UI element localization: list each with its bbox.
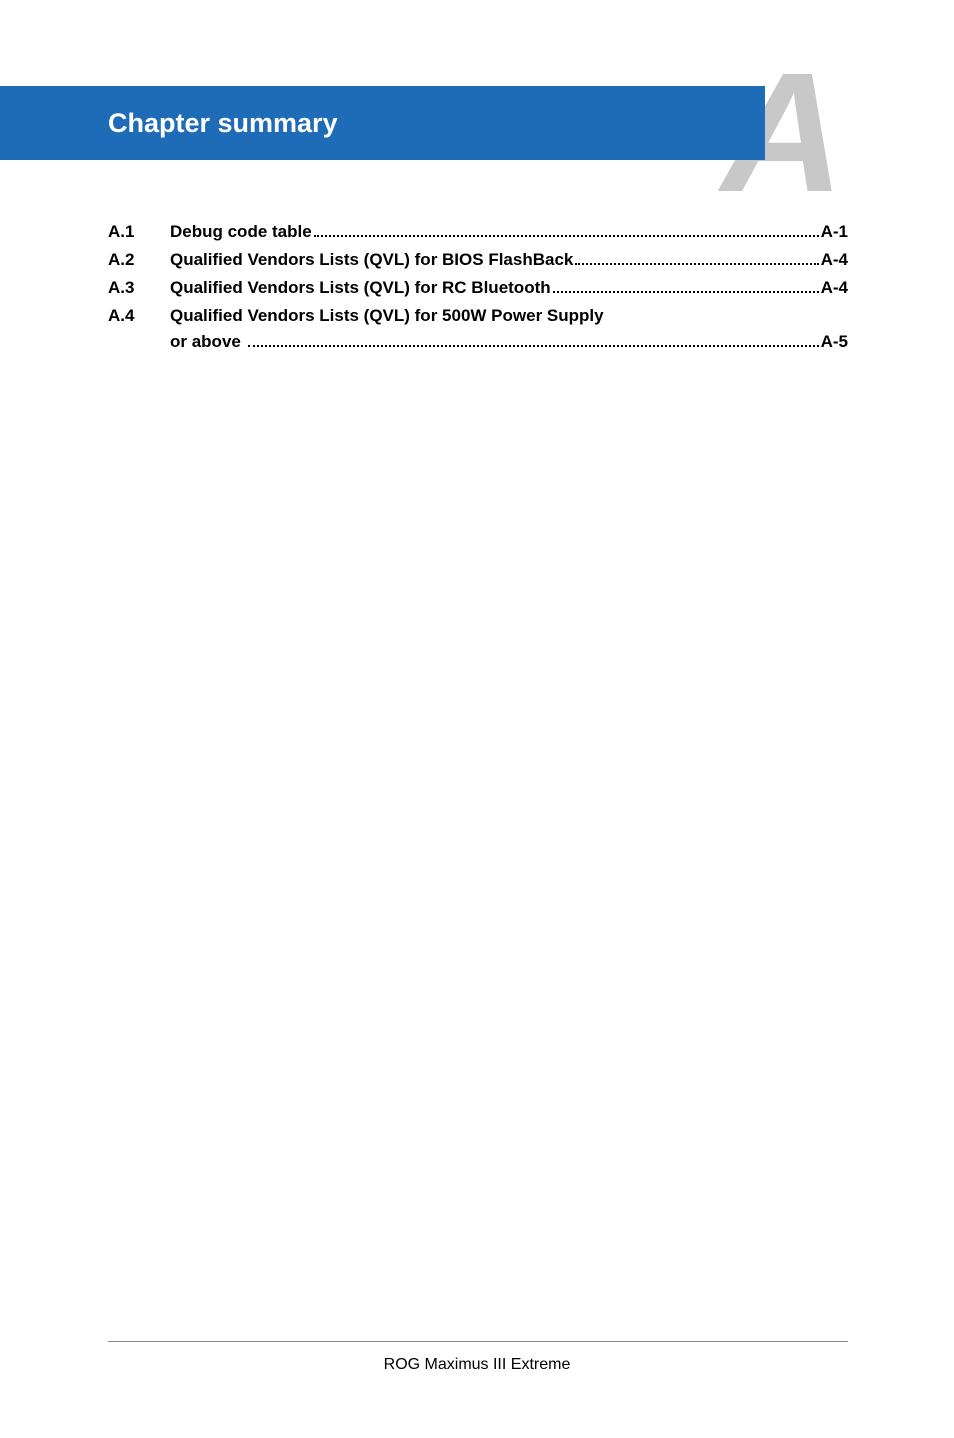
toc-number: A.2 xyxy=(108,250,170,270)
toc-text-wrap: Qualified Vendors Lists (QVL) for RC Blu… xyxy=(170,278,848,298)
toc-text-line2-wrap: or above A-5 xyxy=(170,332,848,352)
toc-page: A-1 xyxy=(821,222,848,242)
toc-multi-content: Qualified Vendors Lists (QVL) for 500W P… xyxy=(170,306,848,352)
toc-text-wrap: Qualified Vendors Lists (QVL) for BIOS F… xyxy=(170,250,848,270)
toc-text: Qualified Vendors Lists (QVL) for RC Blu… xyxy=(170,278,551,298)
toc-text: Qualified Vendors Lists (QVL) for BIOS F… xyxy=(170,250,573,270)
toc-number: A.4 xyxy=(108,306,170,326)
toc-spacer xyxy=(241,332,246,352)
toc-leader-dots xyxy=(314,235,819,237)
toc-text: Debug code table xyxy=(170,222,312,242)
toc-text-wrap: Debug code table A-1 xyxy=(170,222,848,242)
toc-page: A-4 xyxy=(821,250,848,270)
chapter-title: Chapter summary xyxy=(108,108,338,139)
toc-text-line2: or above xyxy=(170,332,241,352)
toc-page: A-5 xyxy=(821,332,848,352)
toc-entry: A.1 Debug code table A-1 xyxy=(108,222,848,242)
toc-number: A.1 xyxy=(108,222,170,242)
toc-leader-dots xyxy=(575,263,818,265)
chapter-header-bar: Chapter summary xyxy=(0,86,765,160)
toc-number: A.3 xyxy=(108,278,170,298)
toc-text-line1: Qualified Vendors Lists (QVL) for 500W P… xyxy=(170,306,848,326)
footer-text: ROG Maximus III Extreme xyxy=(0,1356,954,1374)
table-of-contents: A.1 Debug code table A-1 A.2 Qualified V… xyxy=(108,222,848,360)
toc-entry: A.4 Qualified Vendors Lists (QVL) for 50… xyxy=(108,306,848,352)
toc-entry: A.2 Qualified Vendors Lists (QVL) for BI… xyxy=(108,250,848,270)
toc-leader-dots xyxy=(553,291,819,293)
footer-divider xyxy=(108,1341,848,1342)
toc-entry: A.3 Qualified Vendors Lists (QVL) for RC… xyxy=(108,278,848,298)
toc-page: A-4 xyxy=(821,278,848,298)
toc-leader-dots xyxy=(248,345,819,347)
